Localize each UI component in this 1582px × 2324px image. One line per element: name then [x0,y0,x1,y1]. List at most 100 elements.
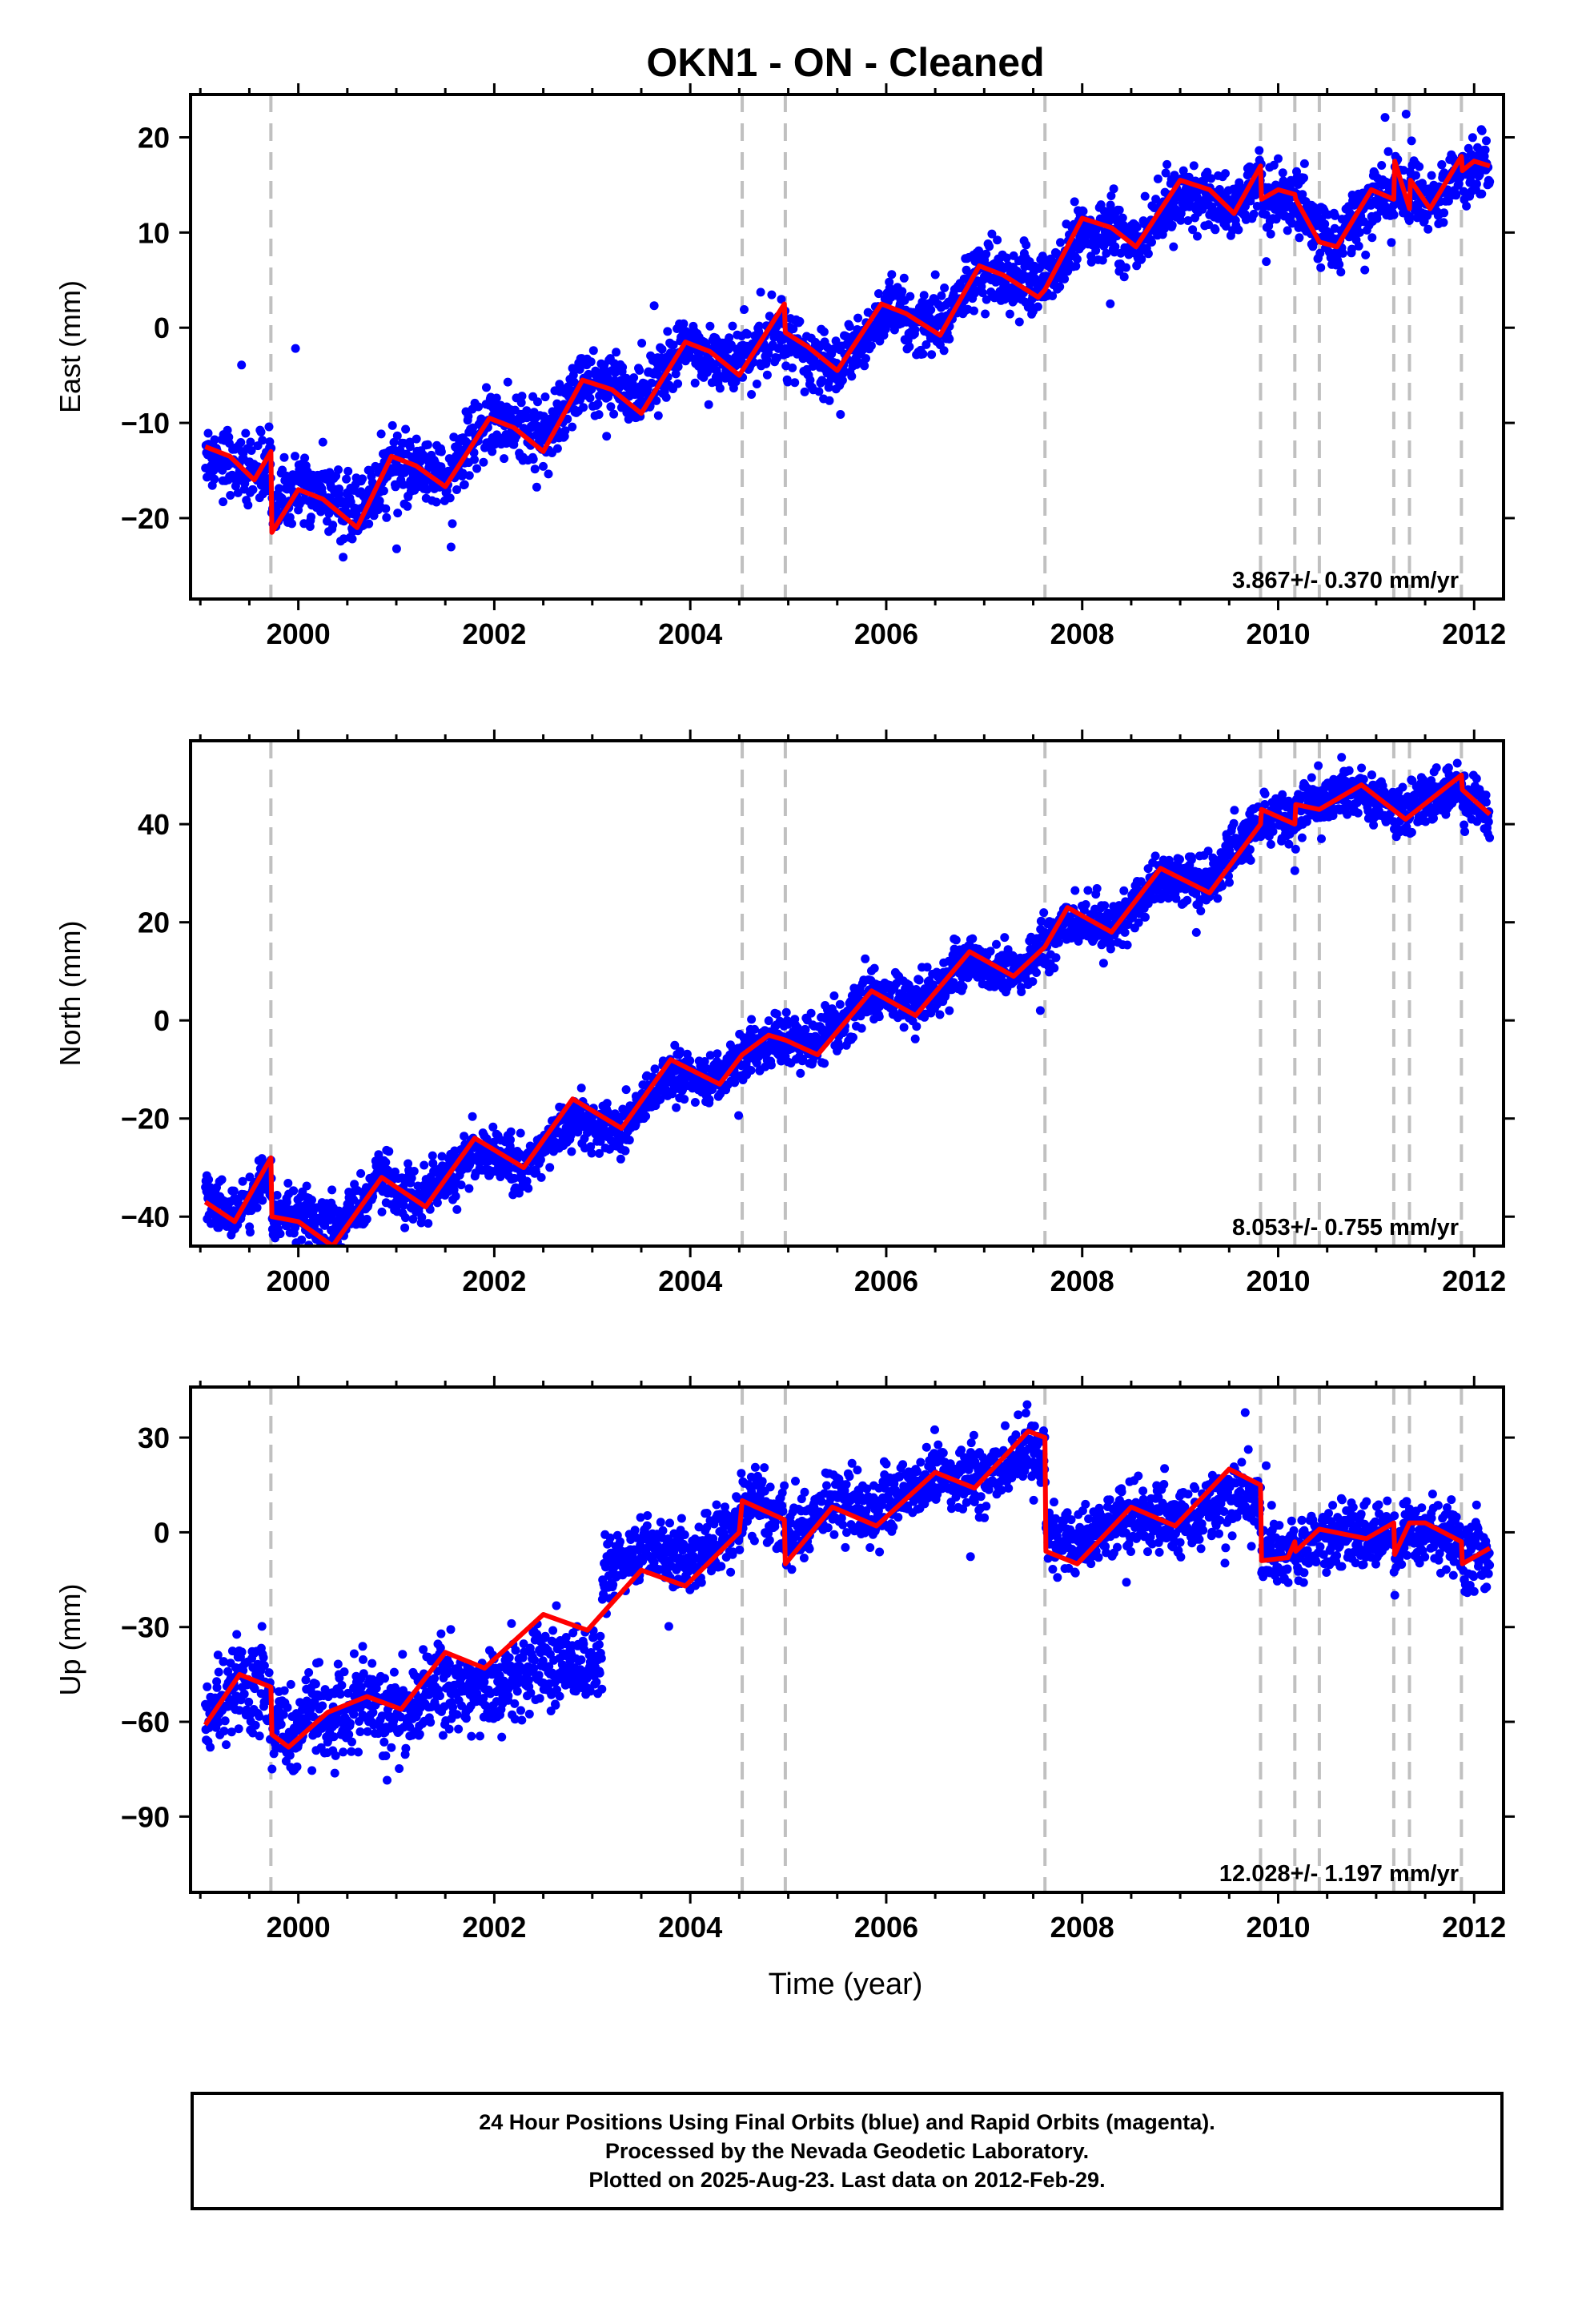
data-point [814,387,824,396]
data-point [1439,208,1449,218]
y-axis-label: East (mm) [54,280,86,413]
data-point [1480,145,1490,155]
data-point [1482,136,1491,146]
data-point [620,1146,630,1156]
data-point [505,1164,515,1173]
data-point [381,504,391,513]
data-point [423,440,432,449]
data-points [201,110,1495,562]
data-point [602,1099,612,1108]
data-point [587,1148,596,1158]
data-point [825,396,834,405]
data-point [468,1112,477,1121]
data-point [1335,259,1344,269]
data-point [982,295,991,304]
data-point [258,436,267,445]
data-point [579,403,588,412]
data-point [241,428,251,438]
data-point [835,999,845,1009]
data-point [866,341,876,351]
data-point [376,429,386,439]
data-point [1331,211,1339,220]
data-point [460,1132,469,1141]
data-point [647,378,656,388]
data-point [1162,159,1172,169]
data-point [407,1173,416,1183]
data-point [672,1103,681,1112]
data-point [1081,900,1090,909]
data-point [641,1112,651,1121]
data-point [489,1137,499,1147]
data-point [530,464,540,474]
data-point [1186,855,1196,864]
data-point [847,372,857,381]
data-point [347,534,357,544]
data-point [1091,246,1101,255]
data-point [246,1228,255,1237]
data-point [356,1168,366,1178]
data-point [919,291,929,300]
data-point [391,482,400,492]
data-point [912,1022,921,1031]
data-point [223,425,232,435]
data-point [1140,191,1150,201]
data-point [926,305,936,315]
data-point [1163,894,1173,903]
data-point [1161,168,1170,178]
data-point [287,519,296,529]
data-point [405,442,415,452]
data-point [401,1213,410,1223]
data-point [1203,167,1212,177]
data-point [1423,224,1433,234]
panel-1: 2000 2002 2004 2006 2008 2010 2012−20−1001020E… [54,83,1515,650]
data-point [781,1007,791,1017]
data-point [750,1024,759,1034]
data-point [596,1136,605,1146]
data-point [609,409,619,419]
data-point [1120,927,1130,937]
data-point [897,287,907,296]
data-point [279,452,289,462]
data-point [1439,218,1448,227]
data-point [814,343,824,352]
data-point [392,431,402,440]
data-point [1083,886,1093,895]
data-point [892,979,901,988]
y-tick-label: 0 [154,312,170,344]
data-point [1033,302,1042,312]
data-point [1278,168,1287,178]
data-point [790,378,800,388]
data-point [1407,136,1416,146]
data-point [1183,216,1193,225]
data-point [412,434,421,444]
data-point [1150,851,1160,861]
data-point [935,1010,945,1019]
data-point [1354,241,1363,251]
data-point [532,482,541,492]
data-point [1035,1006,1045,1015]
data-point [795,316,805,326]
data-point [283,1179,293,1188]
data-point [236,438,246,447]
data-point [568,370,578,380]
data-point [437,1152,447,1161]
panels-layer: 2000 2002 2004 2006 2008 2010 2012−20−1001020E… [54,83,1515,1944]
x-tick-label: 2008 [1050,617,1114,650]
data-point [540,392,550,402]
data-point [690,1098,700,1107]
data-point [226,491,235,500]
data-point [1249,209,1259,219]
data-point [1360,265,1370,275]
data-point [586,1142,596,1152]
data-point [910,1034,920,1043]
data-point [256,428,266,436]
data-point [1274,154,1283,163]
data-point [1182,895,1192,905]
data-point [409,1167,419,1176]
data-point [772,1009,781,1019]
data-point [1207,202,1217,211]
data-point [881,324,890,334]
data-point [469,448,479,457]
chart-title: OKN1 - ON - Cleaned [646,40,1044,85]
data-point [432,497,441,507]
